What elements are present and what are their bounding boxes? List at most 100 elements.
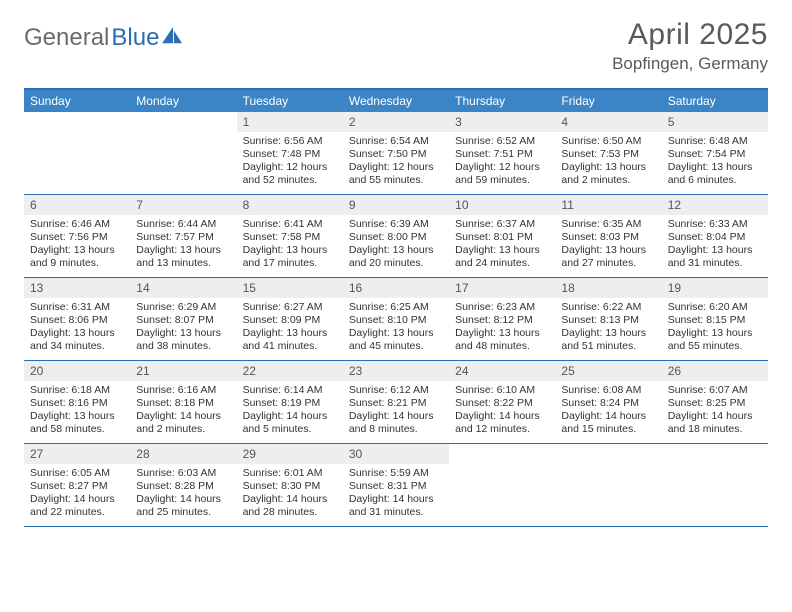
daylight-text: Daylight: 14 hours and 12 minutes. <box>455 410 549 436</box>
day-number: 13 <box>24 278 130 298</box>
location-label: Bopfingen, Germany <box>612 54 768 74</box>
day-cell: 24Sunrise: 6:10 AMSunset: 8:22 PMDayligh… <box>449 361 555 443</box>
day-details: Sunrise: 6:50 AMSunset: 7:53 PMDaylight:… <box>555 132 661 193</box>
daylight-text: Daylight: 12 hours and 55 minutes. <box>349 161 443 187</box>
daylight-text: Daylight: 13 hours and 31 minutes. <box>668 244 762 270</box>
week-row: 27Sunrise: 6:05 AMSunset: 8:27 PMDayligh… <box>24 444 768 527</box>
day-number: 26 <box>662 361 768 381</box>
weekday-header: Sunday <box>24 90 130 112</box>
sunset-text: Sunset: 8:27 PM <box>30 480 124 493</box>
day-details: Sunrise: 6:37 AMSunset: 8:01 PMDaylight:… <box>449 215 555 276</box>
daylight-text: Daylight: 13 hours and 38 minutes. <box>136 327 230 353</box>
day-number: 5 <box>662 112 768 132</box>
day-details: Sunrise: 6:54 AMSunset: 7:50 PMDaylight:… <box>343 132 449 193</box>
day-number: 28 <box>130 444 236 464</box>
weekday-header: Monday <box>130 90 236 112</box>
day-number: 15 <box>237 278 343 298</box>
day-number: 6 <box>24 195 130 215</box>
day-cell: 18Sunrise: 6:22 AMSunset: 8:13 PMDayligh… <box>555 278 661 360</box>
day-details: Sunrise: 6:44 AMSunset: 7:57 PMDaylight:… <box>130 215 236 276</box>
sunset-text: Sunset: 8:01 PM <box>455 231 549 244</box>
sunrise-text: Sunrise: 6:01 AM <box>243 467 337 480</box>
day-cell: 17Sunrise: 6:23 AMSunset: 8:12 PMDayligh… <box>449 278 555 360</box>
day-details: Sunrise: 6:08 AMSunset: 8:24 PMDaylight:… <box>555 381 661 442</box>
sunrise-text: Sunrise: 6:05 AM <box>30 467 124 480</box>
brand-logo: GeneralBlue <box>24 18 184 52</box>
day-number: 1 <box>237 112 343 132</box>
sunrise-text: Sunrise: 6:03 AM <box>136 467 230 480</box>
day-number: 2 <box>343 112 449 132</box>
day-number: 7 <box>130 195 236 215</box>
week-row: 6Sunrise: 6:46 AMSunset: 7:56 PMDaylight… <box>24 195 768 278</box>
day-cell: 28 Sunrise: 6:03 AMSunset: 8:28 PMDayligh… <box>130 444 236 526</box>
day-cell <box>555 444 661 526</box>
sunset-text: Sunset: 8:00 PM <box>349 231 443 244</box>
daylight-text: Daylight: 14 hours and 31 minutes. <box>349 493 443 519</box>
sunset-text: Sunset: 7:53 PM <box>561 148 655 161</box>
sunrise-text: Sunrise: 6:33 AM <box>668 218 762 231</box>
day-cell: 16Sunrise: 6:25 AMSunset: 8:10 PMDayligh… <box>343 278 449 360</box>
sunrise-text: Sunrise: 6:20 AM <box>668 301 762 314</box>
day-cell: 19Sunrise: 6:20 AMSunset: 8:15 PMDayligh… <box>662 278 768 360</box>
day-cell <box>24 112 130 194</box>
daylight-text: Daylight: 13 hours and 20 minutes. <box>349 244 443 270</box>
sunset-text: Sunset: 8:31 PM <box>349 480 443 493</box>
weekday-header: Saturday <box>662 90 768 112</box>
sunset-text: Sunset: 8:25 PM <box>668 397 762 410</box>
sunrise-text: Sunrise: 6:07 AM <box>668 384 762 397</box>
sunset-text: Sunset: 8:18 PM <box>136 397 230 410</box>
day-number: 23 <box>343 361 449 381</box>
day-details: Sunrise: 6:16 AMSunset: 8:18 PMDaylight:… <box>130 381 236 442</box>
day-cell: 12Sunrise: 6:33 AMSunset: 8:04 PMDayligh… <box>662 195 768 277</box>
day-number: 18 <box>555 278 661 298</box>
day-number: 19 <box>662 278 768 298</box>
day-cell: 6Sunrise: 6:46 AMSunset: 7:56 PMDaylight… <box>24 195 130 277</box>
day-number: 25 <box>555 361 661 381</box>
daylight-text: Daylight: 13 hours and 13 minutes. <box>136 244 230 270</box>
day-details: Sunrise: 5:59 AMSunset: 8:31 PMDaylight:… <box>343 464 449 525</box>
sunrise-text: Sunrise: 6:10 AM <box>455 384 549 397</box>
day-cell: 23Sunrise: 6:12 AMSunset: 8:21 PMDayligh… <box>343 361 449 443</box>
day-details: Sunrise: 6:33 AMSunset: 8:04 PMDaylight:… <box>662 215 768 276</box>
sunset-text: Sunset: 7:54 PM <box>668 148 762 161</box>
daylight-text: Daylight: 14 hours and 25 minutes. <box>136 493 230 519</box>
sunset-text: Sunset: 7:48 PM <box>243 148 337 161</box>
sunset-text: Sunset: 7:57 PM <box>136 231 230 244</box>
sunset-text: Sunset: 8:28 PM <box>136 480 230 493</box>
day-number: 10 <box>449 195 555 215</box>
day-number: 29 <box>237 444 343 464</box>
sunset-text: Sunset: 7:56 PM <box>30 231 124 244</box>
sunset-text: Sunset: 8:19 PM <box>243 397 337 410</box>
day-cell: 27Sunrise: 6:05 AMSunset: 8:27 PMDayligh… <box>24 444 130 526</box>
day-details: Sunrise: 6:27 AMSunset: 8:09 PMDaylight:… <box>237 298 343 359</box>
sunset-text: Sunset: 8:10 PM <box>349 314 443 327</box>
day-details: Sunrise: 6:46 AMSunset: 7:56 PMDaylight:… <box>24 215 130 276</box>
calendar-page: GeneralBlue April 2025 Bopfingen, German… <box>0 0 792 545</box>
sunrise-text: Sunrise: 6:31 AM <box>30 301 124 314</box>
weekday-header: Tuesday <box>237 90 343 112</box>
day-number: 11 <box>555 195 661 215</box>
day-details: Sunrise: 6:23 AMSunset: 8:12 PMDaylight:… <box>449 298 555 359</box>
sunrise-text: Sunrise: 6:14 AM <box>243 384 337 397</box>
sunset-text: Sunset: 8:30 PM <box>243 480 337 493</box>
daylight-text: Daylight: 13 hours and 45 minutes. <box>349 327 443 353</box>
title-block: April 2025 Bopfingen, Germany <box>612 18 768 74</box>
sunrise-text: Sunrise: 6:08 AM <box>561 384 655 397</box>
day-number: 20 <box>24 361 130 381</box>
day-number: 12 <box>662 195 768 215</box>
day-details: Sunrise: 6:18 AMSunset: 8:16 PMDaylight:… <box>24 381 130 442</box>
daylight-text: Daylight: 13 hours and 41 minutes. <box>243 327 337 353</box>
daylight-text: Daylight: 13 hours and 27 minutes. <box>561 244 655 270</box>
brand-part2: Blue <box>111 24 159 52</box>
day-details: Sunrise: 6:52 AMSunset: 7:51 PMDaylight:… <box>449 132 555 193</box>
week-row: 1Sunrise: 6:56 AMSunset: 7:48 PMDaylight… <box>24 112 768 195</box>
sail-icon <box>162 27 184 45</box>
sunset-text: Sunset: 7:50 PM <box>349 148 443 161</box>
weekday-header-row: SundayMondayTuesdayWednesdayThursdayFrid… <box>24 90 768 112</box>
day-cell <box>130 112 236 194</box>
sunrise-text: Sunrise: 6:41 AM <box>243 218 337 231</box>
sunrise-text: Sunrise: 6:18 AM <box>30 384 124 397</box>
day-details: Sunrise: 6:05 AMSunset: 8:27 PMDaylight:… <box>24 464 130 525</box>
sunrise-text: Sunrise: 6:39 AM <box>349 218 443 231</box>
sunset-text: Sunset: 7:58 PM <box>243 231 337 244</box>
